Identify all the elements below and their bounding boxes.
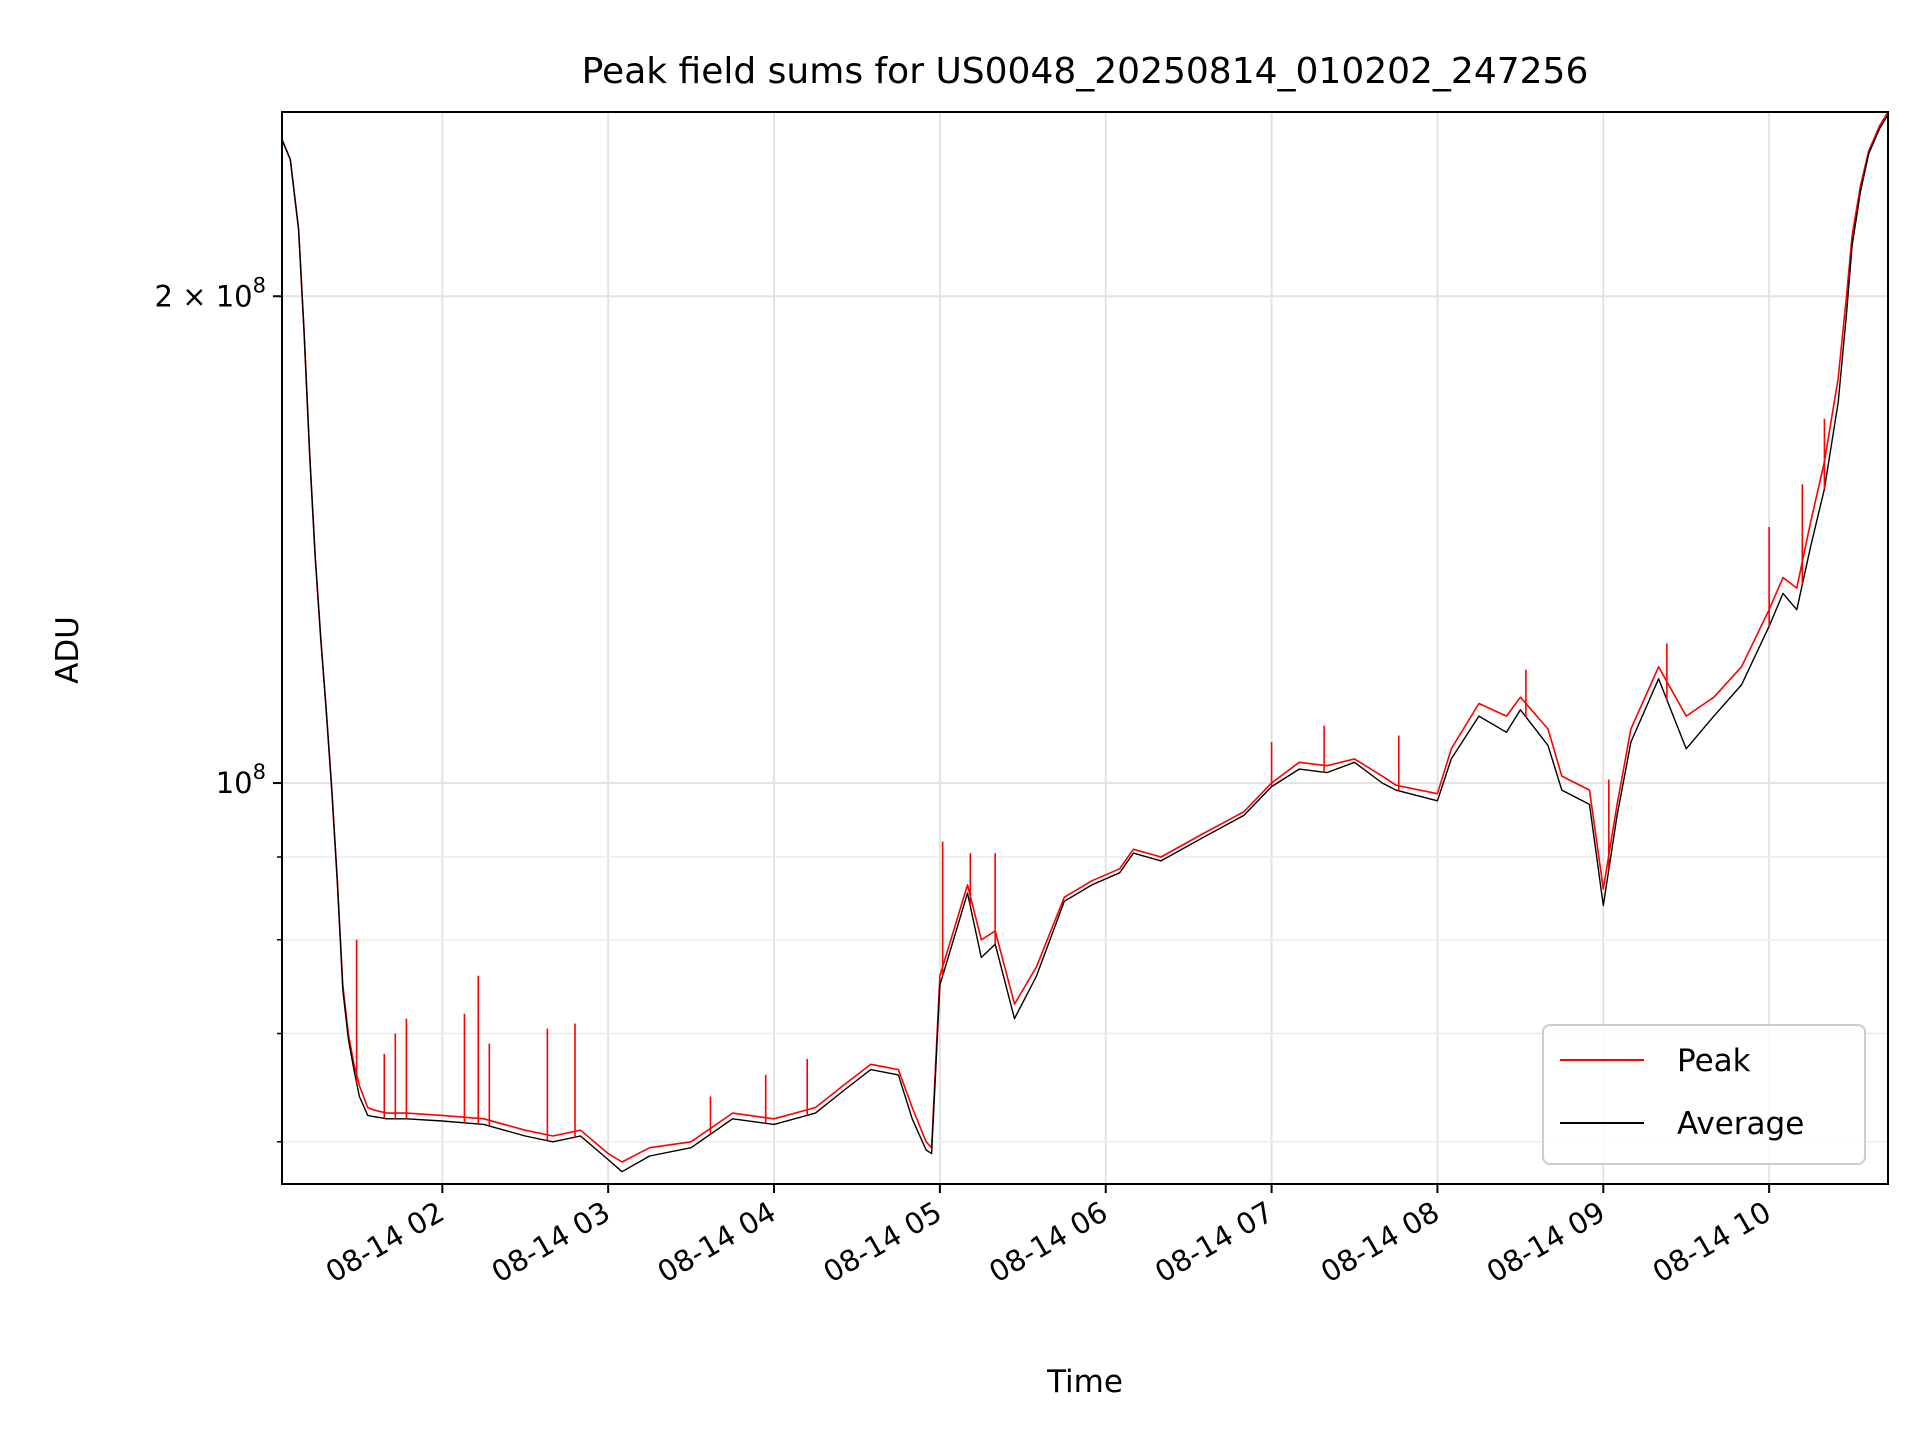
series-layer [281, 111, 1889, 1173]
chart-title: Peak field sums for US0048_20250814_0102… [582, 51, 1589, 92]
legend: Peak Average [1542, 1024, 1866, 1165]
legend-label-peak: Peak [1677, 1043, 1751, 1079]
x-axis-label: Time [1046, 1364, 1123, 1400]
plot-frame [281, 111, 1889, 1185]
series-line-average [281, 114, 1889, 1173]
legend-label-average: Average [1677, 1106, 1804, 1142]
y-axis-label: ADU [50, 616, 86, 684]
y-tick-label: 2 × 108 [155, 273, 266, 313]
series-line-peak [281, 111, 1889, 1163]
